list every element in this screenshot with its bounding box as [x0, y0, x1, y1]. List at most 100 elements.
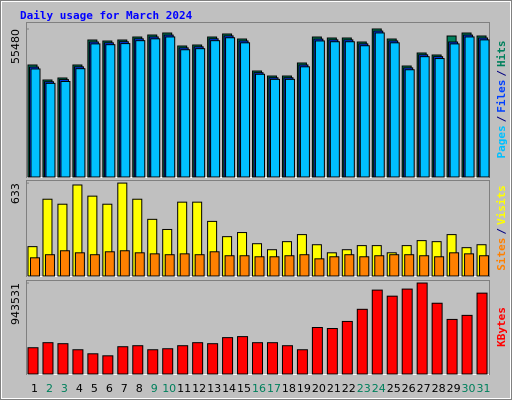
x-tick-label: 7 [121, 382, 128, 395]
legend-entry: Files [495, 80, 508, 113]
bar [461, 314, 473, 375]
bar [102, 355, 114, 375]
x-tick-label: 24 [372, 382, 386, 395]
bar [90, 43, 101, 178]
bar [75, 68, 86, 178]
bar [59, 250, 70, 277]
bar [386, 295, 398, 375]
legend-separator: / [495, 70, 508, 77]
bar [281, 345, 293, 375]
legend: KBytes [495, 307, 508, 347]
bar [374, 255, 385, 277]
x-tick-label: 8 [136, 382, 143, 395]
bar [296, 349, 308, 375]
bar [446, 318, 458, 375]
bar [314, 40, 325, 178]
bar [266, 342, 278, 375]
bar [45, 82, 56, 178]
bar [147, 349, 159, 375]
bar [192, 342, 204, 375]
bar [434, 58, 445, 178]
x-tick-label: 5 [91, 382, 98, 395]
x-tick-label: 15 [237, 382, 251, 395]
bar [404, 254, 415, 277]
bar [431, 302, 443, 375]
bar [326, 328, 338, 375]
bar [165, 36, 176, 178]
bar [359, 256, 370, 277]
x-tick-label: 3 [61, 382, 68, 395]
bar [134, 252, 145, 277]
x-tick-label: 12 [192, 382, 206, 395]
bar [135, 40, 146, 178]
bar [252, 342, 264, 375]
bar [60, 80, 71, 178]
bar [299, 254, 310, 277]
bar [329, 41, 340, 178]
legend-separator: / [495, 228, 508, 235]
bar [479, 255, 490, 277]
bar [119, 250, 130, 277]
bar [419, 56, 430, 178]
bar [464, 36, 475, 178]
legend-entry: KBytes [495, 307, 508, 347]
bar [42, 342, 54, 375]
bar [269, 78, 280, 178]
x-tick-label: 23 [357, 382, 371, 395]
chart-title: Daily usage for March 2024 [20, 9, 193, 22]
legend-separator: / [495, 115, 508, 122]
bar [449, 252, 460, 277]
bar [105, 44, 116, 178]
y-tick-label: 55480 [9, 29, 22, 64]
bar [341, 320, 353, 375]
x-tick-label: 14 [222, 382, 236, 395]
bar [179, 253, 190, 277]
bar [479, 39, 490, 178]
bar [72, 349, 84, 375]
bar [269, 256, 280, 277]
bar [371, 289, 383, 375]
bar [284, 255, 295, 277]
bar [210, 40, 221, 178]
bar [314, 258, 325, 277]
x-tick-label: 21 [327, 382, 341, 395]
x-tick-label: 22 [342, 382, 356, 395]
x-tick-label: 29 [447, 382, 461, 395]
bar [177, 345, 189, 375]
bar [476, 292, 488, 375]
x-tick-label: 2 [46, 382, 53, 395]
bar [237, 336, 249, 375]
bar [57, 343, 69, 375]
x-tick-label: 4 [76, 382, 83, 395]
bar [329, 256, 340, 277]
bar [404, 69, 415, 178]
bar [194, 254, 205, 277]
x-tick-label: 13 [207, 382, 221, 395]
bar [89, 254, 100, 277]
bar [240, 42, 251, 178]
x-tick-label: 30 [462, 382, 476, 395]
bar [117, 346, 129, 375]
bar [222, 337, 234, 375]
bar [30, 68, 41, 178]
bar [30, 257, 40, 277]
x-tick-label: 10 [162, 382, 176, 395]
bar [401, 288, 413, 375]
bar [255, 73, 266, 178]
bar [389, 254, 400, 277]
legend-entry: Sites [495, 238, 508, 271]
bar [299, 66, 310, 178]
bar [254, 256, 265, 277]
x-tick-label: 11 [177, 382, 191, 395]
x-tick-label: 31 [477, 382, 491, 395]
bar [207, 343, 219, 375]
bar [464, 253, 475, 277]
bar [44, 254, 55, 277]
bar [359, 45, 370, 178]
bar [120, 43, 131, 178]
x-tick-label: 9 [151, 382, 158, 395]
bar [225, 37, 236, 178]
